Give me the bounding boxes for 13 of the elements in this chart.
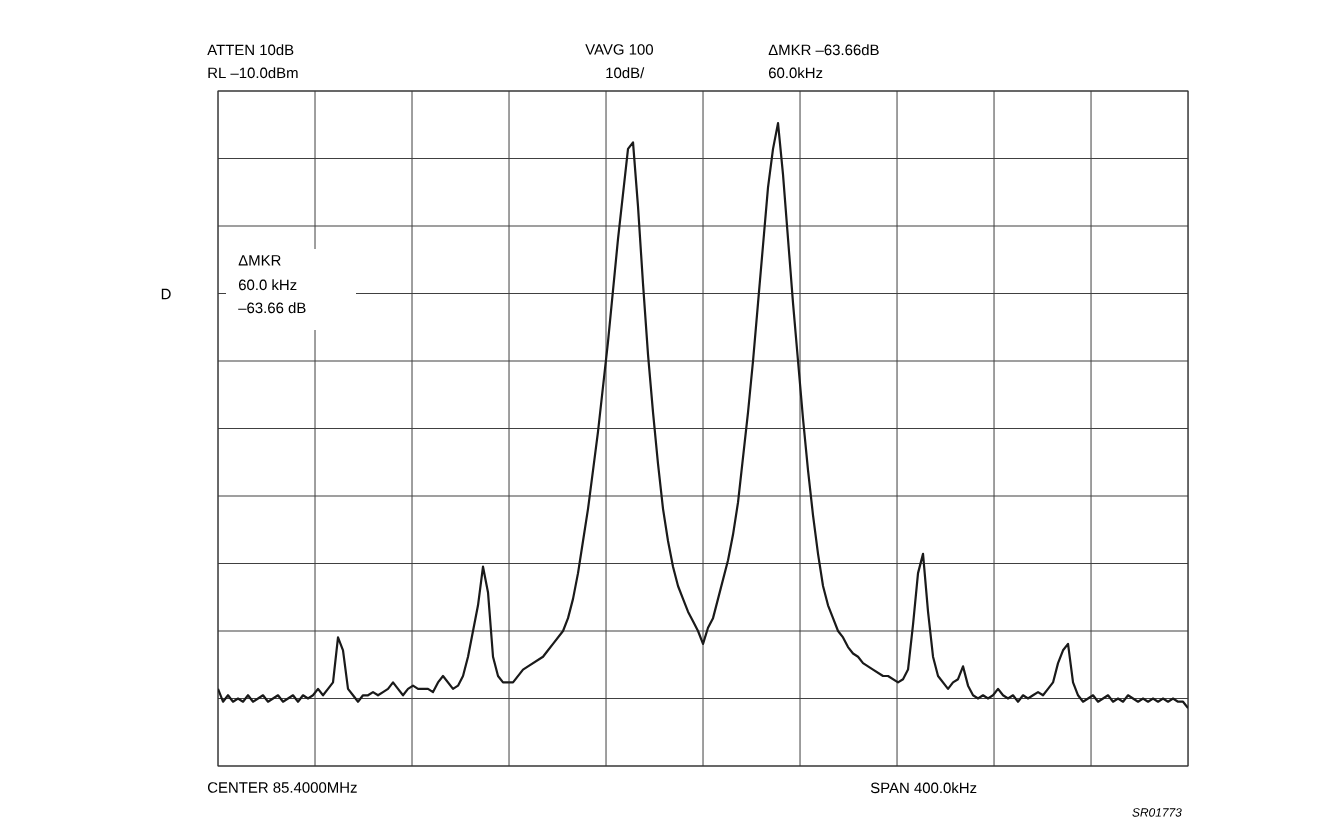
text: ATTEN 10dB	[207, 44, 294, 56]
annotation: –63.66 dB	[238, 302, 306, 314]
annotation: 60.0 kHz	[238, 279, 297, 291]
text: RL –10.0dBm	[208, 67, 298, 79]
text: VAVG 100	[585, 44, 653, 55]
text: SR01773	[1132, 808, 1182, 817]
text: D	[161, 288, 171, 300]
text: 10dB/	[606, 67, 645, 79]
annotation: ΔMKR	[238, 255, 281, 266]
text: 60.0kHz	[768, 67, 823, 79]
text: ΔMKR –63.66dB	[768, 44, 879, 56]
text: SPAN 400.0kHz	[870, 782, 977, 794]
text: CENTER 85.4000MHz	[207, 782, 357, 793]
